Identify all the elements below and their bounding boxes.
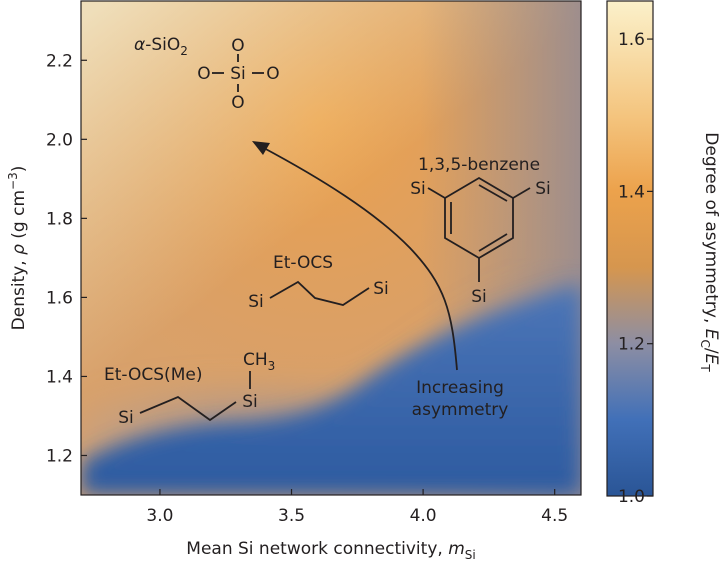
asymmetry-label: asymmetry bbox=[412, 400, 509, 420]
x-tick-label: 3.0 bbox=[146, 506, 173, 526]
y-tick-label: 1.4 bbox=[46, 367, 73, 387]
svg-text:O: O bbox=[266, 64, 279, 84]
colorbar-gradient bbox=[606, 0, 654, 497]
svg-text:Si: Si bbox=[373, 279, 389, 299]
svg-text:Si: Si bbox=[230, 64, 246, 84]
et-ocs-label: Et-OCS bbox=[273, 253, 333, 273]
increasing-asymmetry-arrow bbox=[252, 141, 458, 371]
colorbar: 1.0 1.2 1.4 1.6 Degree of asymmetry, EC/ET bbox=[606, 0, 720, 507]
et-ocs-structure: Si Si bbox=[248, 279, 389, 312]
svg-text:Si: Si bbox=[410, 179, 426, 199]
benzene-structure: Si Si Si bbox=[410, 176, 551, 307]
svg-text:Si: Si bbox=[471, 287, 487, 307]
silica-structure: O O Si O O bbox=[197, 36, 279, 113]
colorbar-tick-label: 1.2 bbox=[618, 335, 645, 355]
y-tick-label: 2.0 bbox=[46, 130, 73, 150]
svg-text:CH3: CH3 bbox=[243, 350, 275, 373]
svg-text:Si: Si bbox=[535, 179, 551, 199]
colorbar-ticks: 1.0 1.2 1.4 1.6 bbox=[618, 30, 653, 507]
x-tick-label: 4.5 bbox=[541, 506, 568, 526]
et-ocs-me-structure: Si Si CH3 bbox=[118, 350, 275, 428]
plot-frame bbox=[80, 0, 582, 496]
x-axis-label: Mean Si network connectivity, mSi bbox=[186, 539, 475, 562]
svg-text:O: O bbox=[231, 93, 244, 113]
y-axis-label: Density, ρ (g cm−3) bbox=[6, 166, 29, 331]
colorbar-tick-label: 1.6 bbox=[618, 30, 645, 50]
heatmap-field bbox=[81, 1, 581, 495]
increasing-label: Increasing bbox=[416, 378, 504, 398]
y-tick-label: 1.2 bbox=[46, 446, 73, 466]
colorbar-label: Degree of asymmetry, EC/ET bbox=[698, 132, 720, 372]
svg-text:Si: Si bbox=[242, 392, 258, 412]
y-tick-label: 2.2 bbox=[46, 51, 73, 71]
y-tick-label: 1.8 bbox=[46, 209, 73, 229]
et-ocs-me-label: Et-OCS(Me) bbox=[104, 365, 202, 385]
alpha-sio2-label: α-SiO2 bbox=[134, 35, 188, 58]
benzene-label: 1,3,5-benzene bbox=[418, 155, 540, 175]
colorbar-tick-label: 1.0 bbox=[618, 487, 645, 507]
x-tick-label: 4.0 bbox=[410, 506, 437, 526]
x-axis: 3.0 3.5 4.0 4.5 bbox=[146, 489, 568, 526]
svg-text:O: O bbox=[231, 36, 244, 56]
x-tick-label: 3.5 bbox=[278, 506, 305, 526]
svg-text:O: O bbox=[197, 64, 210, 84]
colorbar-tick-label: 1.4 bbox=[618, 182, 645, 202]
svg-text:Si: Si bbox=[248, 292, 264, 312]
svg-text:Si: Si bbox=[118, 408, 134, 428]
y-tick-label: 1.6 bbox=[46, 288, 73, 308]
y-axis: 1.2 1.4 1.6 1.8 2.0 2.2 bbox=[46, 51, 87, 466]
